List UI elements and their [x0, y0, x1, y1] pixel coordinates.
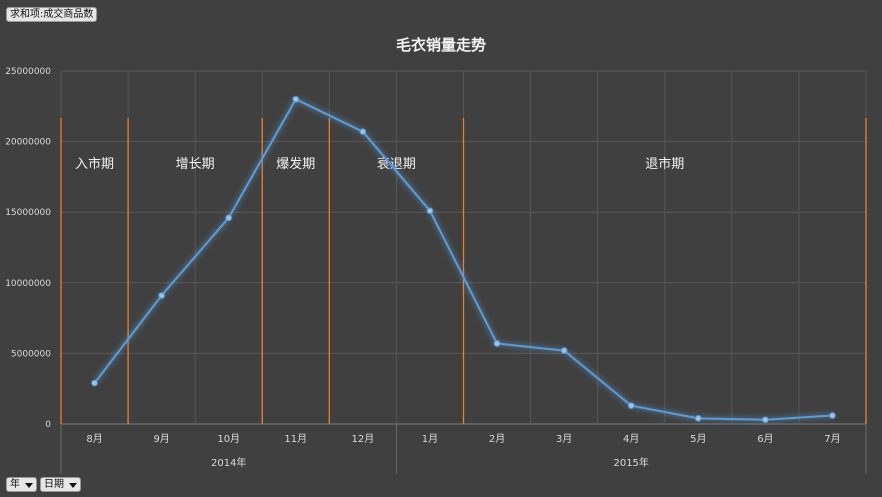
year-group-label: 2015年 — [613, 456, 648, 469]
phase-dividers: 入市期 增长期 爆发期 衰退期 退市期 — [60, 118, 867, 424]
x-tick-label: 3月 — [556, 433, 572, 445]
x-tick-label: 2月 — [489, 433, 505, 445]
chevron-down-icon — [69, 483, 77, 488]
y-tick-label: 20000000 — [5, 138, 51, 148]
date-filter-label: 日期 — [44, 479, 64, 490]
phase-label: 爆发期 — [276, 156, 315, 172]
y-tick-label: 5000000 — [11, 349, 51, 359]
data-point — [829, 412, 836, 419]
data-point — [560, 347, 568, 354]
data-point — [91, 379, 98, 387]
y-tick-label: 0 — [45, 420, 51, 430]
year-filter-label: 年 — [10, 479, 20, 490]
chart-title: 毛衣销量走势 — [396, 36, 486, 54]
x-tick-label: 9月 — [153, 433, 169, 445]
year-filter-dropdown[interactable]: 年 — [6, 477, 37, 492]
data-point — [359, 128, 367, 136]
year-group-label: 2014年 — [211, 456, 246, 469]
x-tick-label: 11月 — [284, 433, 307, 445]
x-tick-label: 4月 — [623, 433, 639, 445]
phase-label: 衰退期 — [377, 156, 416, 172]
x-tick-label: 10月 — [217, 433, 240, 445]
y-tick-label: 15000000 — [5, 208, 51, 218]
x-tick-label: 8月 — [86, 433, 102, 445]
data-point — [694, 415, 702, 422]
x-tick-label: 1月 — [422, 433, 438, 445]
x-tick-label: 6月 — [757, 433, 773, 445]
data-point — [225, 214, 233, 222]
phase-label: 增长期 — [176, 157, 215, 172]
series-layer — [91, 95, 836, 424]
y-tick-label: 10000000 — [5, 279, 51, 289]
data-point — [627, 402, 635, 409]
phase-label: 退市期 — [645, 156, 684, 172]
x-tick-label: 7月 — [824, 433, 840, 445]
value-field-button[interactable]: 求和项:成交商品数 — [6, 7, 98, 22]
chevron-down-icon — [25, 483, 33, 488]
date-filter-dropdown[interactable]: 日期 — [40, 477, 81, 492]
series-line — [93, 98, 833, 421]
phase-label: 入市期 — [75, 156, 114, 172]
data-point — [426, 207, 434, 215]
data-point — [158, 292, 165, 299]
data-point — [762, 416, 769, 424]
y-tick-label: 25000000 — [5, 67, 51, 77]
data-point — [493, 340, 501, 347]
x-tick-label: 5月 — [690, 433, 706, 445]
axes: 0 5000000 10000000 15000000 20000000 25000000… — [5, 67, 867, 474]
data-point — [292, 95, 300, 103]
x-tick-label: 12月 — [352, 433, 375, 445]
